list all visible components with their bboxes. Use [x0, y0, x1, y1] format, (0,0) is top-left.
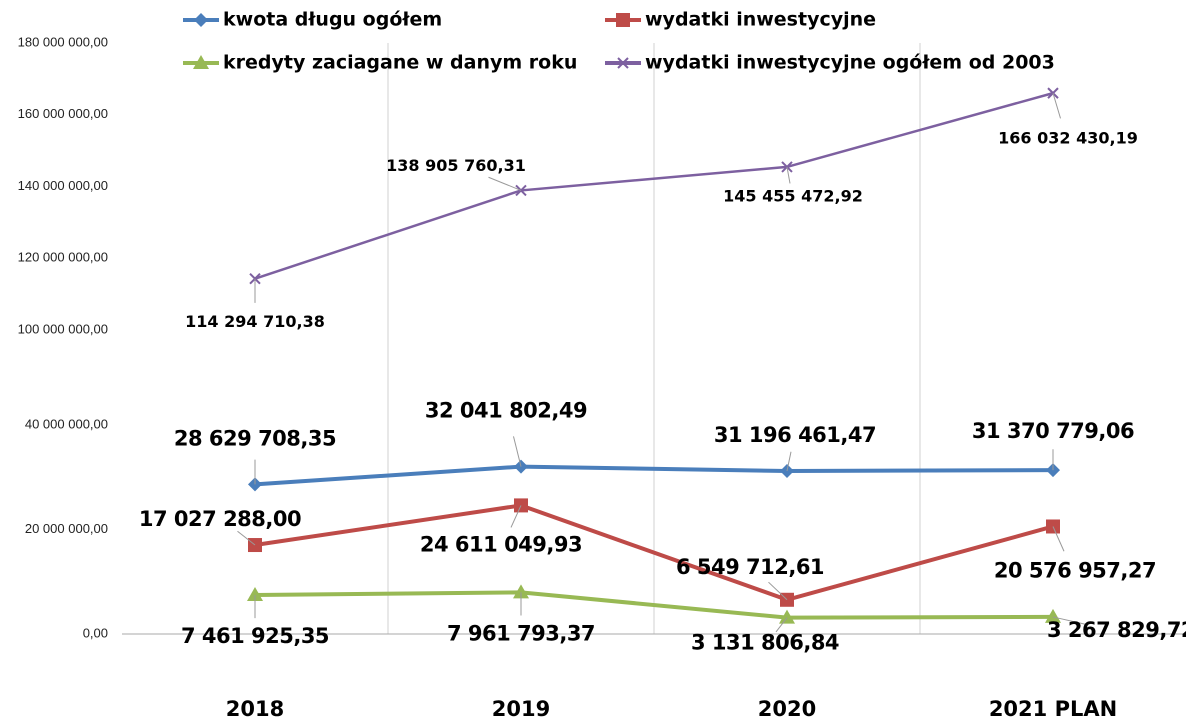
y-tick-label: 100 000 000,00: [18, 321, 108, 336]
leader-line: [513, 436, 522, 467]
x-tick-label: 2019: [492, 697, 550, 721]
leader-line: [510, 505, 522, 528]
data-point: [1045, 608, 1061, 623]
data-label: 24 611 049,93: [420, 532, 582, 556]
data-label: 166 032 430,19: [998, 129, 1138, 148]
leader-line: [786, 451, 792, 472]
legend-marker: [616, 13, 630, 27]
y-tick-label: 20 000 000,00: [25, 521, 108, 536]
x-tick-label: 2020: [758, 697, 816, 721]
data-point: [513, 584, 529, 599]
y-tick-label: 40 000 000,00: [25, 416, 108, 431]
legend-label: wydatki inwestycyjne ogółem od 2003: [645, 52, 1055, 74]
data-point: [781, 161, 793, 173]
data-label: 138 905 760,31: [386, 156, 526, 175]
series-line: [254, 503, 1054, 602]
legend-marker: [193, 55, 209, 69]
data-label: 20 576 957,27: [994, 558, 1156, 582]
series-line: [254, 464, 1054, 487]
data-label: 31 196 461,47: [714, 423, 876, 447]
data-point: [779, 609, 795, 624]
data-label: 6 549 712,61: [676, 555, 824, 579]
legend-marker: [194, 13, 208, 27]
data-label: 28 629 708,35: [174, 426, 336, 450]
y-tick-label: 160 000 000,00: [18, 106, 108, 121]
legend-label: kredyty zaciagane w danym roku: [223, 52, 577, 74]
series-line: [254, 590, 1054, 620]
data-point: [247, 587, 263, 602]
leader-line: [237, 530, 256, 546]
y-tick-label: 180 000 000,00: [18, 34, 108, 49]
leader-line: [1052, 526, 1065, 552]
leader-line: [768, 581, 788, 601]
data-label: 3 267 829,72: [1047, 618, 1186, 642]
leader-line: [786, 166, 791, 184]
x-tick-label: 2018: [226, 697, 284, 721]
leader-line: [1052, 92, 1061, 119]
leader-line: [488, 176, 522, 191]
x-tick-label: 2021 PLAN: [989, 697, 1117, 721]
data-label: 114 294 710,38: [185, 312, 325, 331]
legend-label: kwota długu ogółem: [223, 9, 442, 31]
data-label: 7 961 793,37: [447, 621, 595, 645]
legend-marker: [617, 57, 629, 69]
data-label: 7 461 925,35: [181, 624, 329, 648]
data-label: 145 455 472,92: [723, 186, 863, 205]
data-label: 3 131 806,84: [691, 631, 839, 655]
data-label: 31 370 779,06: [972, 419, 1134, 443]
y-tick-label: 120 000 000,00: [18, 250, 108, 265]
series-line: [254, 91, 1054, 280]
data-label: 32 041 802,49: [425, 399, 587, 423]
data-point: [514, 498, 528, 513]
leader-line: [775, 617, 788, 633]
data-label: 17 027 288,00: [139, 507, 301, 531]
y-tick-label: 0,00: [83, 625, 108, 640]
y-tick-label: 140 000 000,00: [18, 178, 108, 193]
data-point: [515, 184, 527, 197]
legend-label: wydatki inwestycyjne: [645, 9, 876, 31]
leader-line: [1052, 616, 1088, 626]
